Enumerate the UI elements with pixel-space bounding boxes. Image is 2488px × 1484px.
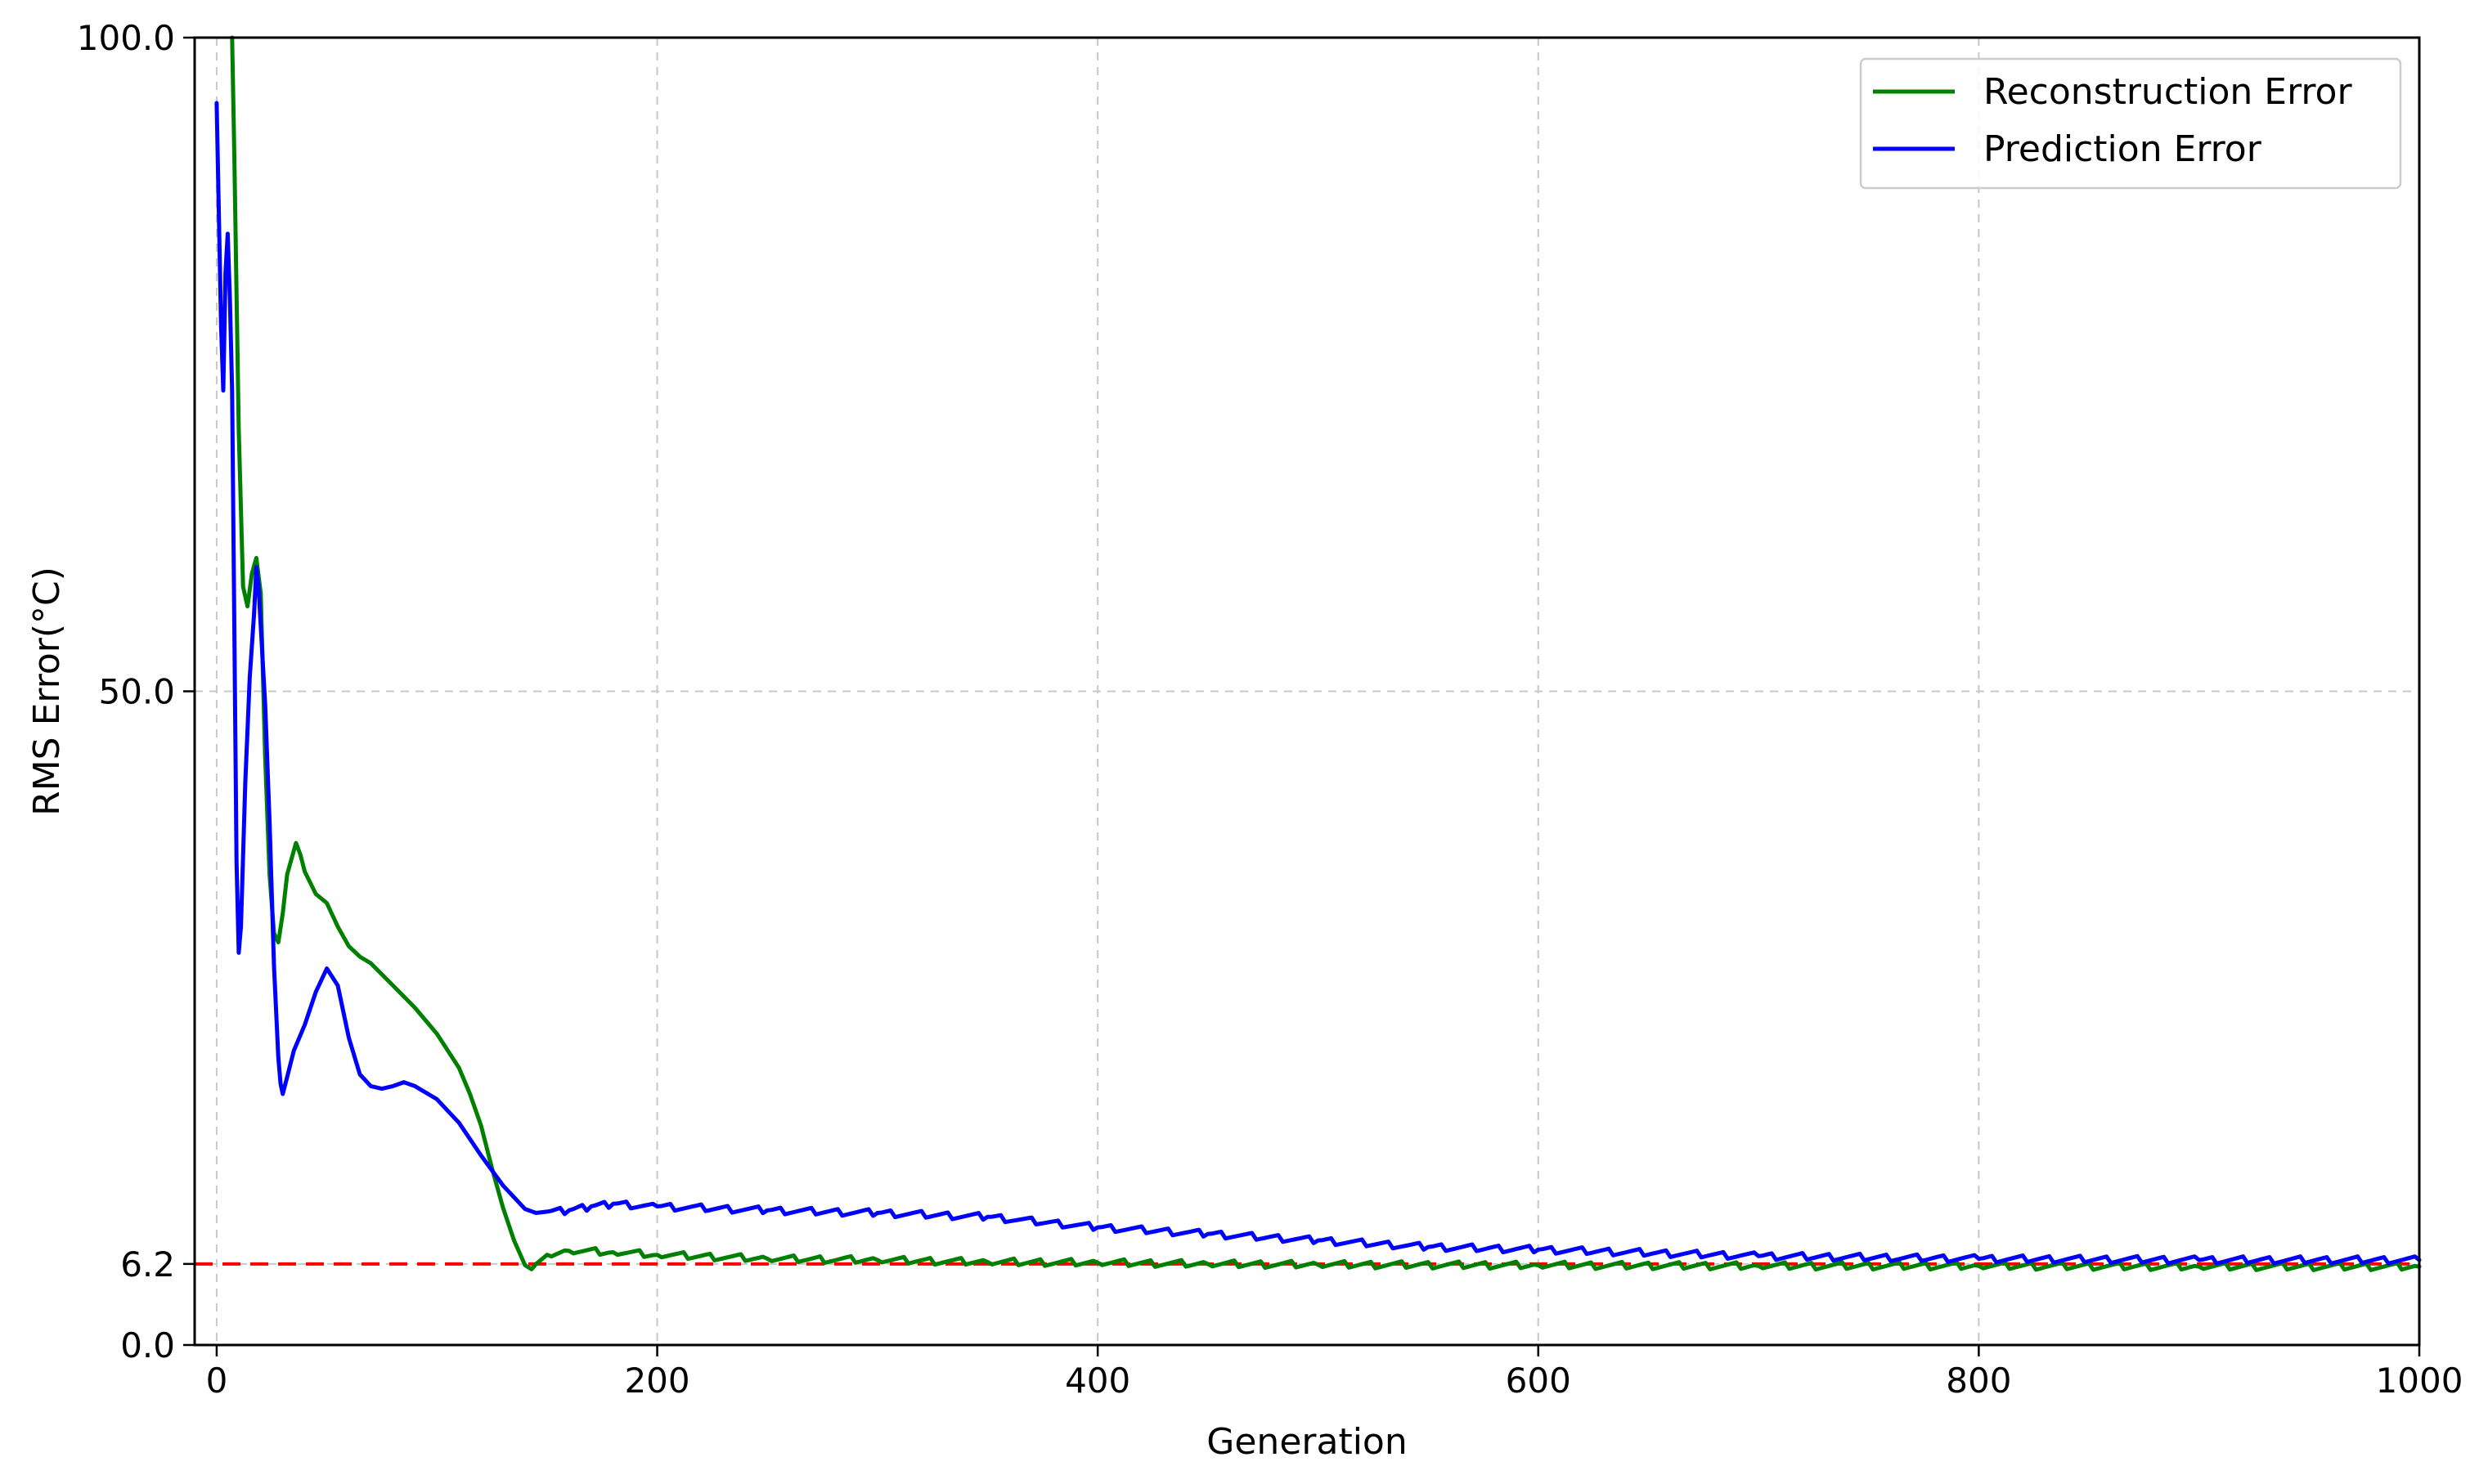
x-tick-label: 200	[624, 1361, 689, 1401]
legend-label-prediction-error: Prediction Error	[1983, 128, 2262, 170]
x-tick-label: 1000	[2376, 1361, 2463, 1401]
y-axis-label: RMS Error(°C)	[26, 567, 68, 816]
x-tick-label: 0	[206, 1361, 228, 1401]
y-tick-label: 0.0	[120, 1325, 175, 1365]
axis-ticks: 0 200 400 600 800 1000 0.0 6.2 50.0 100.0	[77, 18, 2463, 1401]
y-tick-label: 6.2	[120, 1244, 175, 1284]
y-tick-label: 100.0	[77, 18, 175, 58]
series-line-prediction-error	[214, 101, 2422, 1266]
y-tick-label: 50.0	[98, 672, 175, 712]
legend-box	[1859, 57, 2402, 190]
legend-label-reconstruction-error: Reconstruction Error	[1983, 71, 2352, 113]
x-tick-label: 400	[1065, 1361, 1130, 1401]
x-tick-label: 600	[1506, 1361, 1571, 1401]
grid-lines	[195, 38, 2419, 1345]
x-axis-label: Generation	[1206, 1421, 1407, 1463]
series-line-reconstruction-error	[230, 35, 2422, 1272]
series-lines	[214, 35, 2422, 1272]
legend: Reconstruction Error Prediction Error	[1859, 57, 2402, 190]
x-tick-label: 800	[1946, 1361, 2011, 1401]
